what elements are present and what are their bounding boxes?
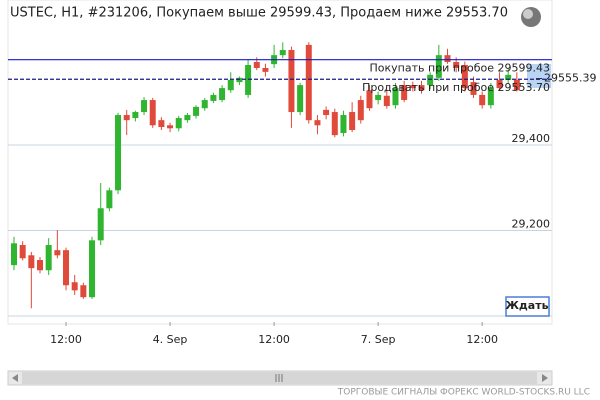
candle-body	[210, 94, 217, 101]
highlight-box	[527, 64, 551, 88]
candle-body	[219, 88, 226, 101]
candle-body	[366, 90, 373, 109]
candle-body	[444, 55, 451, 63]
y-tick-label: 29,400	[512, 132, 551, 145]
scroll-left[interactable]	[12, 374, 18, 382]
scroll-right[interactable]	[542, 374, 548, 382]
candle-body	[297, 85, 304, 113]
candle-body	[479, 94, 486, 106]
level-label: Продавать при пробое 29553.70	[362, 81, 550, 94]
candle-body	[123, 115, 130, 121]
candle-body	[331, 112, 338, 136]
candle-body	[383, 95, 390, 107]
candle-body	[513, 79, 520, 91]
candle-body	[175, 118, 182, 129]
globe-shine	[523, 9, 533, 19]
candle-body	[45, 245, 52, 271]
candle-body	[409, 85, 416, 89]
candle-body	[97, 208, 104, 241]
x-tick-label: 12:00	[50, 333, 82, 346]
candle-body	[158, 120, 165, 128]
candle-body	[115, 115, 122, 191]
candle-body	[201, 100, 208, 109]
candle-body	[89, 240, 96, 298]
candle-body	[401, 85, 408, 101]
candle-body	[340, 115, 347, 133]
candle-body	[149, 100, 156, 126]
candle-body	[54, 250, 61, 256]
candle-body	[305, 44, 312, 121]
chart-title: USTEC, H1, #231206, Покупаем выше 29599.…	[10, 6, 508, 21]
x-tick-label: 12:00	[466, 333, 498, 346]
scroll-grip	[275, 374, 283, 382]
candle-body	[11, 243, 17, 266]
level-label: Покупать при пробое 29599.43	[370, 62, 550, 75]
scrollbar[interactable]	[7, 370, 553, 386]
candle-body	[349, 112, 356, 130]
candle-body	[288, 50, 295, 113]
candle-body	[279, 50, 286, 56]
y-tick-label: 29,200	[512, 217, 551, 230]
globe-icon[interactable]	[521, 7, 541, 27]
candle-body	[71, 282, 78, 291]
candle-body	[375, 94, 382, 101]
candle-body	[106, 190, 113, 209]
candle-body	[245, 64, 252, 95]
candle-body	[80, 285, 87, 298]
candle-body	[37, 259, 44, 271]
wait-button[interactable]	[505, 296, 550, 317]
candle-body	[253, 62, 260, 68]
last-price-label: 29555.39	[544, 72, 597, 85]
candle-body	[435, 55, 442, 78]
candle-body	[63, 250, 70, 286]
candle-body	[28, 255, 35, 269]
candle-body	[236, 77, 243, 83]
candle-body	[487, 88, 494, 106]
candle-body	[184, 115, 191, 121]
candle-body	[323, 109, 330, 116]
x-tick-label: 12:00	[258, 333, 290, 346]
candle-body	[19, 245, 26, 259]
candle-body	[418, 85, 425, 91]
candle-body	[141, 100, 148, 113]
candle-body	[496, 79, 503, 89]
candle-body	[453, 62, 460, 68]
candle-body	[427, 74, 434, 86]
candle-body	[357, 100, 364, 121]
x-tick-label: 4. Sep	[153, 333, 188, 346]
candle-body	[132, 112, 139, 119]
wait-button-label[interactable]: Ждать	[505, 299, 548, 312]
candle-body	[470, 82, 477, 95]
candle-body	[227, 79, 234, 91]
candle-body	[262, 67, 269, 72]
footer: ТОРГОВЫЕ СИГНАЛЫ ФОРЕКС WORLD-STOCKS.RU …	[337, 388, 590, 398]
candle-body	[314, 120, 321, 126]
candle-body	[167, 125, 174, 129]
candle-body	[193, 106, 200, 116]
x-tick-label: 7. Sep	[361, 333, 396, 346]
candle-body	[461, 64, 468, 89]
candle-body	[392, 88, 399, 106]
candle-body	[505, 74, 512, 80]
